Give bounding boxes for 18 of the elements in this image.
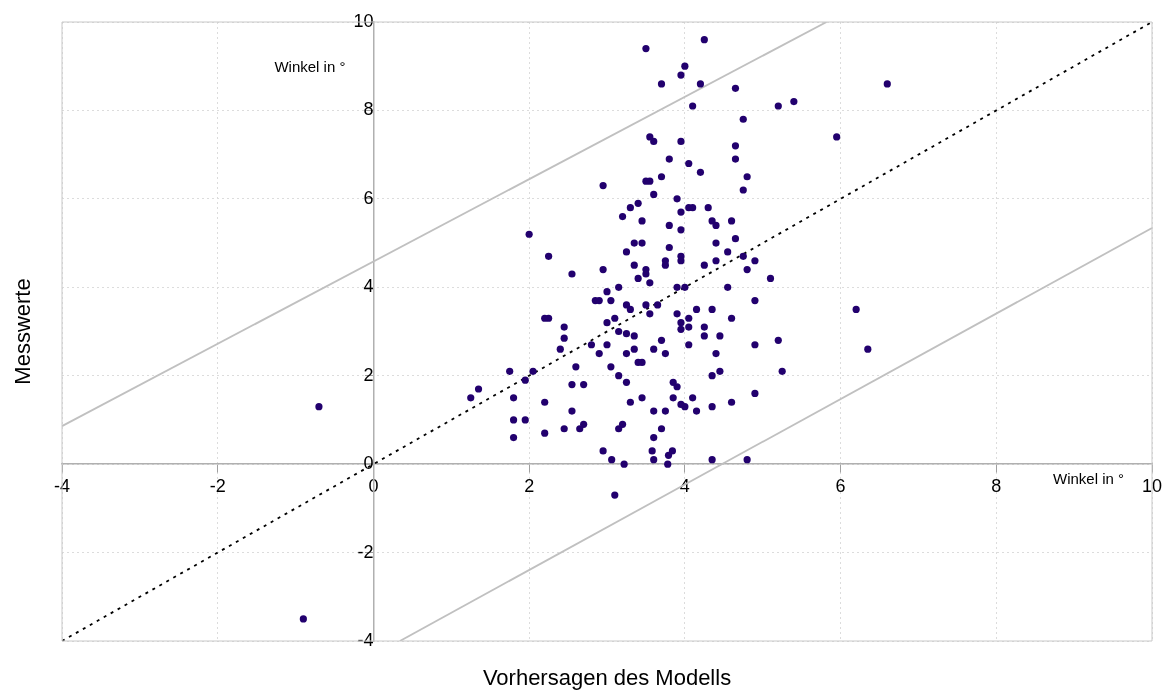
annotation: Winkel in ° <box>274 58 346 76</box>
y-tick-label: 10 <box>353 10 374 31</box>
y-tick-label: -2 <box>357 541 374 562</box>
y-tick-label: -4 <box>357 629 374 650</box>
x-tick-label: 8 <box>991 475 1002 496</box>
y-tick-label: 8 <box>363 99 374 120</box>
x-tick-label: 2 <box>524 475 535 496</box>
y-tick-label: 6 <box>363 187 374 208</box>
y-tick-label: 0 <box>363 453 374 474</box>
x-tick-label: 6 <box>835 475 846 496</box>
x-axis-title: Vorhersagen des Modells <box>482 665 732 691</box>
y-tick-label: 4 <box>363 276 374 297</box>
x-tick-label: 10 <box>1141 475 1163 496</box>
annotation: Winkel in ° <box>1052 470 1124 488</box>
x-tick-label: -4 <box>53 475 71 496</box>
y-tick-label: 2 <box>363 364 374 385</box>
x-tick-label: -2 <box>209 475 226 496</box>
y-axis-title: Messwerte <box>10 278 36 385</box>
